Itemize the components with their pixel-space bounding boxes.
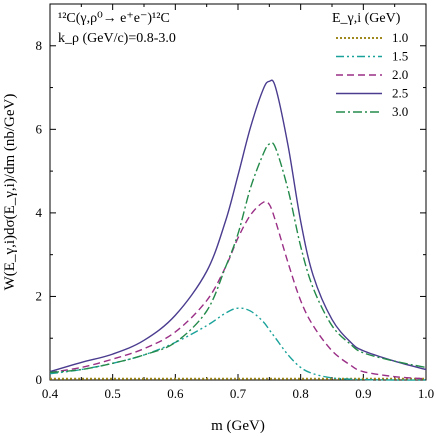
legend-label: 2.5 bbox=[392, 86, 408, 101]
series-line-1-5 bbox=[49, 307, 427, 381]
x-tick-label: 0.7 bbox=[230, 386, 247, 401]
legend-label: 3.0 bbox=[392, 104, 408, 119]
x-tick-label: 0.6 bbox=[167, 386, 184, 401]
y-tick-label: 2 bbox=[36, 288, 43, 303]
legend: E_γ,i (GeV) 1.0 1.5 2.0 2.5 3.0 bbox=[332, 11, 408, 119]
y-tick-label: 6 bbox=[36, 121, 43, 136]
legend-title: E_γ,i (GeV) bbox=[332, 11, 401, 26]
legend-label: 1.5 bbox=[392, 49, 408, 64]
series-line-2-0 bbox=[49, 200, 427, 380]
x-axis-title: m (GeV) bbox=[211, 418, 265, 434]
x-tick-label: 0.5 bbox=[105, 386, 121, 401]
x-tick-label: 0.4 bbox=[42, 386, 59, 401]
y-tick-label: 0 bbox=[36, 372, 43, 387]
series-line-2-5 bbox=[49, 79, 427, 373]
y-tick-label: 4 bbox=[36, 205, 43, 220]
series-line-3-0 bbox=[49, 142, 427, 374]
series-lines bbox=[49, 79, 427, 381]
plot-frame bbox=[49, 3, 427, 381]
y-tick-labels: 0 2 4 6 8 bbox=[36, 38, 43, 387]
x-tick-labels: 0.4 0.5 0.6 0.7 0.8 0.9 1.0 bbox=[42, 386, 434, 401]
x-tick-label: 0.9 bbox=[355, 386, 371, 401]
y-tick-label: 8 bbox=[36, 38, 43, 53]
x-tick-label: 1.0 bbox=[418, 386, 434, 401]
x-tick-label: 0.8 bbox=[293, 386, 309, 401]
legend-label: 2.0 bbox=[392, 67, 408, 82]
y-axis-title: W(E_γ,i)dσ(E_γ,i)/dm (nb/GeV) bbox=[2, 94, 18, 291]
annotation-reaction: ¹²C(γ,ρ⁰→ e⁺e⁻)¹²C bbox=[58, 11, 170, 26]
annotation-k-range: k_ρ (GeV/c)=0.8-3.0 bbox=[58, 31, 176, 46]
axis-ticks bbox=[49, 3, 427, 381]
legend-label: 1.0 bbox=[392, 30, 408, 45]
